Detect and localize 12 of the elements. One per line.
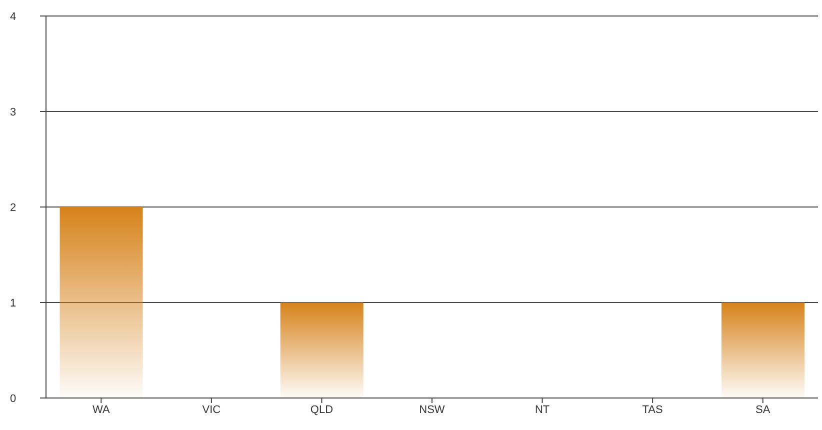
x-tick-label: SA xyxy=(756,404,771,416)
x-tick-label: VIC xyxy=(202,404,221,416)
y-tick-label: 1 xyxy=(10,297,16,310)
x-tick-label: NSW xyxy=(419,404,446,416)
x-tick-label: WA xyxy=(92,404,110,416)
x-tick-label: QLD xyxy=(310,404,334,416)
y-tick-label: 0 xyxy=(10,392,16,405)
x-tick-label: NT xyxy=(534,404,550,416)
y-tick-label: 2 xyxy=(10,202,16,214)
x-tick-label: TAS xyxy=(642,404,663,416)
y-tick-label: 3 xyxy=(10,106,16,118)
y-tick-label: 4 xyxy=(10,10,16,23)
